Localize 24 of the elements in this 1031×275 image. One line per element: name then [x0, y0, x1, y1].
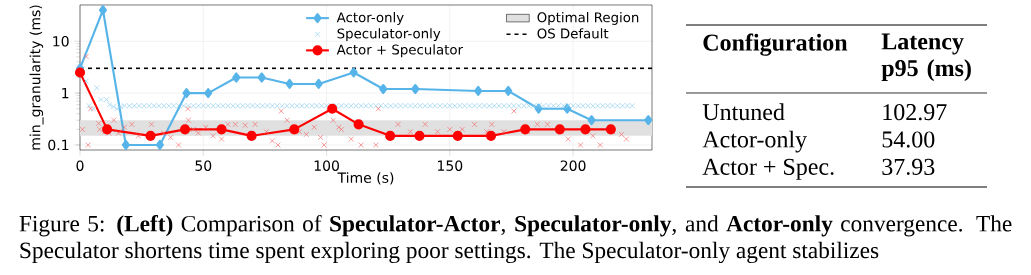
y-tick-label: 0.1 — [48, 139, 69, 151]
y-axis-title: min_granularity (ms) — [29, 5, 44, 150]
category-label: Actor-only — [702, 130, 808, 153]
x-axis-title: Time (s) — [337, 172, 394, 185]
legend-label: Optimal Region — [537, 12, 639, 25]
text: Figure 5: (Left) Comparison of Speculator-Actor, Speculator-only, and Actor-only convergence. The Speculator shortens time spent exploring poor settings. The Speculator-only agent stabilizes — [19, 214, 1012, 264]
text: Configuration — [703, 33, 848, 56]
legend-label: Actor + Speculator — [336, 44, 464, 58]
x-tick-label: 100 — [314, 160, 339, 171]
x-tick-label: 150 — [438, 160, 463, 171]
legend-label: OS Default — [537, 28, 609, 39]
text: Latency p95 (ms) — [881, 33, 971, 82]
x-tick-label: 200 — [560, 160, 586, 171]
category-label: Untuned — [702, 103, 785, 121]
text: 54.00 — [882, 131, 935, 148]
legend-label: Actor-only — [336, 12, 404, 25]
x-tick-label: 0 — [76, 160, 84, 171]
y-tick-label: 1 — [62, 88, 69, 99]
category-label: Actor + Spec. — [702, 158, 834, 180]
legend-label: Speculator-only — [337, 28, 441, 42]
y-tick-label: 10 — [53, 35, 69, 47]
x-tick-label: 50 — [195, 160, 212, 171]
text: 37.93 — [882, 158, 935, 175]
text: 102.97 — [883, 104, 947, 121]
